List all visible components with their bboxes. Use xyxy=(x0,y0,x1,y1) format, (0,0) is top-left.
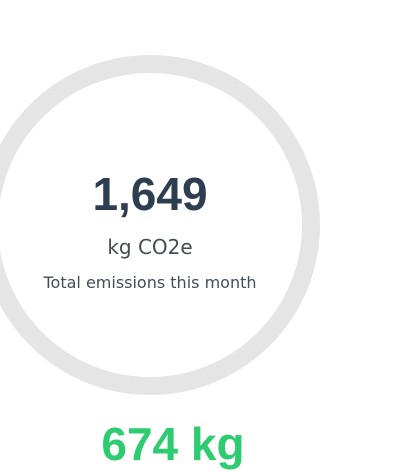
gauge-track xyxy=(0,55,320,395)
emissions-caption: Total emissions this month xyxy=(43,273,257,292)
secondary-value: 674 kg xyxy=(101,418,245,470)
total-emissions-value: 1,649 xyxy=(92,168,208,220)
emissions-unit: kg CO2e xyxy=(107,235,193,259)
